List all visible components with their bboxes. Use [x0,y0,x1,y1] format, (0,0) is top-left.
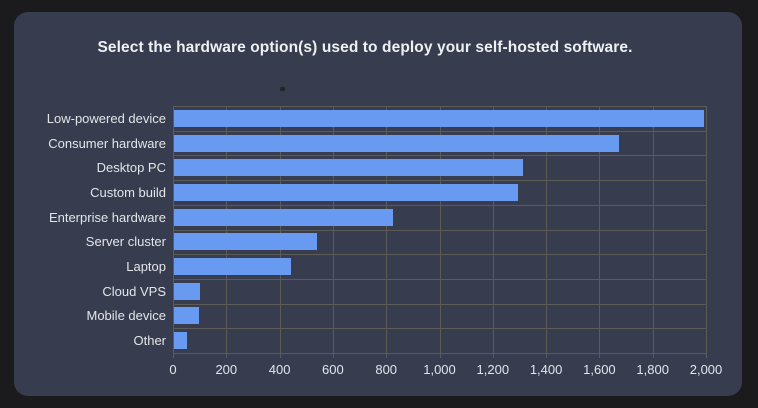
x-tick-label: 600 [322,362,344,377]
x-axis-line [173,353,706,354]
x-axis-tick [652,353,654,358]
bar-laptop [174,258,291,276]
x-tick-label: 2,000 [689,362,723,377]
y-axis-labels: Low-powered device Consumer hardware Deskt… [14,106,166,353]
bar-consumer-hardware [174,134,620,152]
y-category-label: Desktop PC [96,160,166,176]
x-tick-label: 1,400 [529,362,563,377]
y-category-label: Other [133,333,166,349]
horizontal-gridline [173,180,706,182]
x-axis-tick [706,353,707,358]
bar-mobile-device [174,307,199,325]
vertical-gridline [706,106,707,353]
x-axis-tick [599,353,601,358]
x-axis-tick [173,353,174,358]
x-axis-tick [439,353,441,358]
horizontal-gridline [173,303,706,305]
y-category-label: Low-powered device [46,110,166,126]
legend-marker-dot [280,87,285,91]
x-tick-label: 1,000 [423,362,456,377]
y-category-label: Mobile device [86,308,167,324]
y-category-label: Server cluster [85,234,166,250]
horizontal-gridline [173,278,706,280]
y-category-label: Cloud VPS [102,283,166,299]
bar-other [174,332,187,350]
x-tick-label: 800 [375,362,398,377]
bar-low-powered-device [174,109,705,127]
x-tick-label: 1,600 [583,362,616,377]
x-axis-tick [226,353,228,358]
x-axis-tick [386,353,388,358]
y-category-label: Enterprise hardware [48,209,166,225]
bar-server-cluster [174,233,318,251]
horizontal-gridline [173,130,706,132]
bar-custom-build [174,183,519,201]
chart-card: Select the hardware option(s) used to de… [14,12,742,396]
x-axis-tick [332,353,334,358]
horizontal-gridline [173,106,706,107]
x-tick-label: 0 [169,362,177,377]
x-tick-label: 1,200 [476,362,510,377]
horizontal-gridline [173,328,706,330]
y-category-label: Laptop [126,259,166,275]
x-tick-label: 1,800 [636,362,669,377]
plot-area [173,106,707,358]
bar-cloud-vps [174,282,200,300]
bar-enterprise-hardware [174,208,393,226]
horizontal-gridline [173,204,706,206]
chart-title-container: Select the hardware option(s) used to de… [14,38,716,58]
horizontal-gridline [173,229,706,231]
x-tick-label: 200 [215,362,238,377]
x-axis-tick [492,353,494,358]
horizontal-gridline [173,155,706,157]
bar-desktop-pc [174,159,524,177]
y-category-label: Custom build [90,184,166,200]
x-axis-tick [279,353,281,358]
horizontal-gridline [173,254,706,256]
x-axis-tick [546,353,548,358]
y-category-label: Consumer hardware [48,135,166,151]
x-tick-label: 400 [268,362,291,377]
chart-title: Select the hardware option(s) used to de… [97,39,633,56]
x-axis-labels: 0 200 400 600 800 1,000 1,200 1,400 1,600 1,800 2,… [169,362,722,378]
